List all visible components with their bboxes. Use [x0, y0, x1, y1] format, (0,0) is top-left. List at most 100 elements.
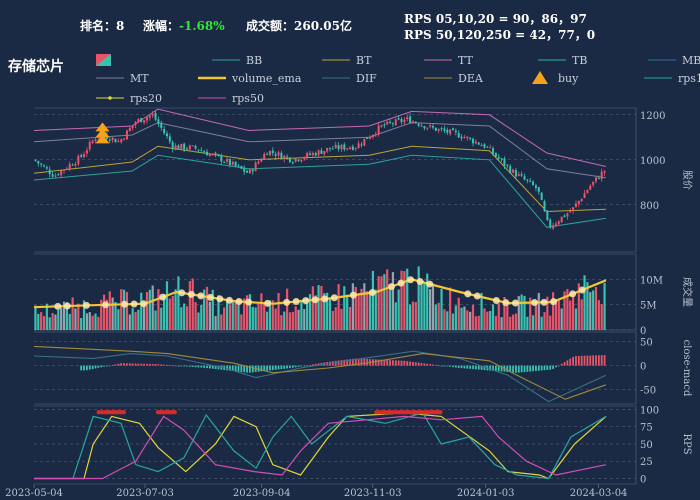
rank-label: 排名：: [80, 19, 117, 33]
macd-histogram-bar: [560, 363, 563, 366]
macd-histogram-bar: [414, 362, 417, 366]
macd-histogram-bar: [134, 363, 137, 366]
volume-bar: [426, 273, 429, 330]
candle-body: [517, 174, 520, 176]
macd-histogram-bar: [340, 360, 343, 366]
candle-body: [57, 174, 60, 176]
macd-tick-label: 0: [640, 362, 646, 373]
volume-bar: [34, 305, 37, 330]
volume-bar: [248, 294, 252, 330]
volume-bar: [243, 298, 246, 330]
candle-body: [51, 174, 54, 177]
macd-histogram-bar: [243, 365, 246, 373]
candle-body: [314, 152, 317, 156]
sector-title: 存储芯片: [8, 59, 64, 75]
volume-bar: [117, 309, 120, 330]
macd-histogram-bar: [108, 365, 111, 367]
macd-line-dea: [33, 345, 607, 400]
candle-body: [349, 147, 352, 149]
volume-bar: [251, 306, 254, 330]
candle-body: [323, 150, 326, 155]
macd-histogram-bar: [214, 365, 217, 370]
volume-bar: [328, 299, 332, 330]
macd-histogram-bar: [577, 355, 580, 366]
candle-body: [351, 146, 354, 150]
volume-bar: [363, 283, 366, 330]
change-value: -1.68%: [179, 19, 225, 33]
macd-histogram-bar: [120, 363, 123, 366]
macd-histogram-bar: [266, 365, 268, 371]
macd-histogram-bar: [274, 365, 277, 370]
macd-histogram-bar: [240, 365, 243, 372]
macd-histogram-bar: [86, 365, 88, 371]
macd-histogram-bar: [592, 355, 595, 366]
volume-bar: [137, 309, 140, 330]
volume-bar: [42, 316, 46, 330]
macd-histogram-bar: [337, 360, 340, 366]
macd-histogram-bar: [600, 355, 603, 366]
candle-body: [440, 128, 443, 130]
candle-body: [171, 141, 174, 150]
macd-histogram-bar: [351, 358, 354, 366]
candle-body: [354, 148, 357, 150]
volume-bar: [191, 278, 194, 330]
volume-bar: [446, 311, 449, 330]
volume-bar: [51, 313, 54, 330]
macd-histogram-bar: [311, 364, 314, 366]
macd-histogram-bar: [126, 363, 128, 366]
volume-signal-dot: [397, 279, 405, 287]
volume-bar: [420, 283, 423, 330]
volume-bar: [74, 308, 77, 330]
volume-tick-label: 10M: [640, 275, 663, 286]
macd-histogram-bar: [300, 365, 303, 367]
candle-body: [246, 170, 249, 173]
volume-bar: [65, 302, 68, 330]
volume-bar: [449, 287, 452, 330]
volume-bar: [563, 291, 566, 330]
volume-bar: [80, 317, 83, 330]
buy-signal-marker: [95, 134, 110, 144]
macd-histogram-bar: [452, 365, 454, 368]
volume-bar: [386, 269, 389, 330]
macd-histogram-bar: [532, 365, 534, 372]
candle-body: [71, 164, 74, 166]
candle-body: [145, 117, 148, 121]
candle-body: [160, 122, 163, 129]
candle-body: [574, 203, 577, 207]
volume-bar: [408, 304, 412, 330]
macd-histogram-bar: [151, 364, 154, 366]
volume-bar: [526, 316, 529, 330]
macd-histogram-bar: [280, 365, 283, 370]
volume-bar: [366, 291, 369, 330]
candle-body: [85, 150, 88, 154]
candle-body: [63, 169, 66, 171]
macd-tick-label: 50: [640, 338, 653, 349]
volume-bar: [300, 299, 303, 330]
macd-histogram-bar: [263, 365, 266, 372]
volume-bar: [257, 303, 260, 330]
x-axis-label: 2023-11-03: [344, 488, 402, 499]
volume-bar: [188, 281, 191, 330]
candle-body: [234, 161, 237, 167]
macd-histogram-bar: [546, 365, 549, 370]
candle-body: [560, 216, 563, 223]
candle-body: [429, 125, 432, 127]
macd-histogram-bar: [117, 363, 120, 366]
volume-bar: [82, 300, 86, 330]
macd-histogram-bar: [454, 365, 457, 368]
candle-body: [266, 153, 269, 155]
rank-info: 排名：8: [80, 17, 124, 34]
macd-histogram-bar: [286, 365, 289, 369]
volume-bar: [529, 297, 532, 330]
candle-body: [411, 121, 414, 124]
candle-body: [168, 136, 171, 142]
candle-body: [243, 167, 246, 172]
macd-histogram-bar: [423, 363, 426, 366]
band-line-bb: [33, 154, 607, 228]
volume-bar: [603, 283, 606, 330]
macd-histogram-bar: [477, 365, 480, 370]
volume-signal-dot: [102, 301, 109, 309]
volume-bar: [531, 315, 535, 330]
volume-bar: [546, 296, 549, 330]
volume-bar: [514, 313, 518, 330]
